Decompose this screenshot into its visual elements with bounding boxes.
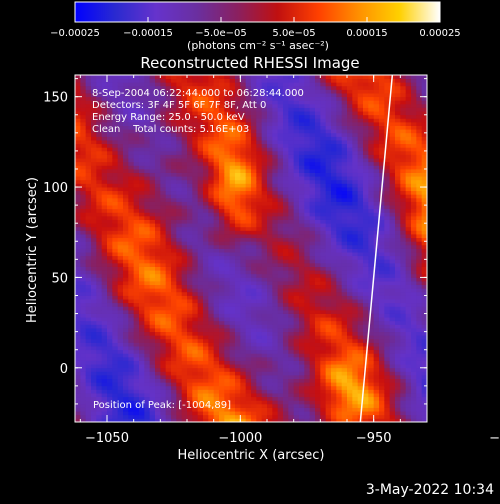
chart-title: Reconstructed RHESSI Image [140, 54, 359, 72]
x-tick-label: −1000 [218, 431, 262, 446]
x-axis-label: Heliocentric X (arcsec) [178, 448, 325, 463]
colorbar-tick-label: 0.00025 [419, 28, 460, 39]
y-tick-label: 0 [60, 362, 68, 377]
colorbar-tick-label: −5.0e−05 [195, 28, 247, 39]
colorbar: −0.00025 −0.00015 −5.0e−05 5.0e−05 0.00015 0.… [50, 2, 461, 52]
y-tick-label: 50 [51, 271, 68, 286]
y-axis-label: Heliocentric Y (arcsec) [25, 177, 40, 323]
colorbar-gradient [75, 2, 440, 22]
annotation-detectors: Detectors: 3F 4F 5F 6F 7F 8F, Att 0 [92, 100, 266, 111]
annotation-time-range: 8-Sep-2004 06:22:44.000 to 06:28:44.000 [92, 88, 304, 99]
annotation-clean-counts: Clean Total counts: 5.16E+03 [92, 124, 249, 135]
x-tick-label: −1050 [85, 431, 129, 446]
y-tick-label: 100 [43, 181, 68, 196]
colorbar-tick-label: 5.0e−05 [272, 28, 315, 39]
colorbar-tick-label: −0.00015 [123, 28, 173, 39]
y-tick-label: 150 [43, 91, 68, 106]
colorbar-tick-label: 0.00015 [346, 28, 387, 39]
x-tick-label: −950 [356, 431, 392, 446]
footer-timestamp: 3-May-2022 10:34 [366, 482, 494, 498]
colorbar-tick-label: −0.00025 [50, 28, 100, 39]
x-tick-label: −900 [489, 431, 500, 446]
annotation-peak-position: Position of Peak: [-1004,89] [93, 400, 231, 411]
colorbar-unit-label: (photons cm⁻² s⁻¹ asec⁻²) [187, 39, 329, 52]
annotation-energy-range: Energy Range: 25.0 - 50.0 keV [92, 112, 245, 123]
